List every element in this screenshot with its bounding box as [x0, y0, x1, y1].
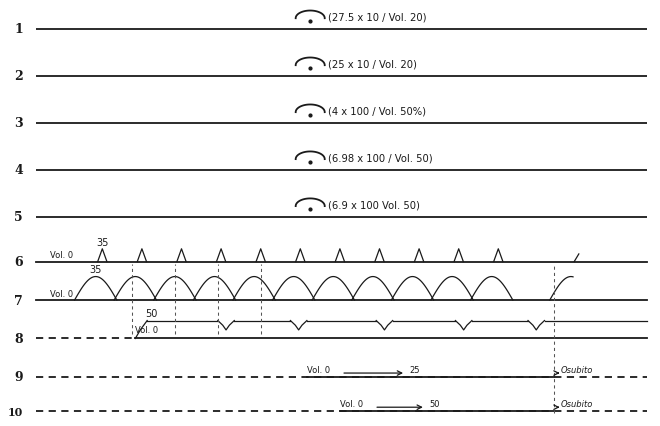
Text: 50: 50	[429, 399, 440, 408]
Text: 10: 10	[8, 406, 23, 417]
Text: 3: 3	[15, 117, 23, 130]
Text: (27.5 x 10 / Vol. 20): (27.5 x 10 / Vol. 20)	[328, 12, 426, 23]
Text: 6: 6	[15, 256, 23, 268]
Text: 2: 2	[15, 70, 23, 83]
Text: 25: 25	[409, 365, 420, 374]
Text: Osubito: Osubito	[561, 365, 593, 374]
Text: (4 x 100 / Vol. 50%): (4 x 100 / Vol. 50%)	[328, 106, 426, 116]
Text: 8: 8	[15, 332, 23, 345]
Text: Vol. 0: Vol. 0	[307, 365, 330, 374]
Text: (6.98 x 100 / Vol. 50): (6.98 x 100 / Vol. 50)	[328, 153, 433, 163]
Text: 9: 9	[15, 371, 23, 383]
Text: Vol. 0: Vol. 0	[50, 251, 73, 260]
Text: 5: 5	[15, 211, 23, 224]
Text: 50: 50	[146, 309, 158, 319]
Text: Vol. 0: Vol. 0	[340, 399, 363, 408]
Text: 7: 7	[15, 294, 23, 307]
Text: Vol. 0: Vol. 0	[50, 289, 73, 298]
Text: Osubito: Osubito	[561, 399, 593, 408]
Text: (6.9 x 100 Vol. 50): (6.9 x 100 Vol. 50)	[328, 200, 420, 210]
Text: (25 x 10 / Vol. 20): (25 x 10 / Vol. 20)	[328, 59, 417, 69]
Text: 35: 35	[90, 265, 102, 274]
Text: Vol. 0: Vol. 0	[135, 325, 158, 334]
Text: 1: 1	[15, 23, 23, 36]
Text: 35: 35	[96, 237, 108, 247]
Text: 4: 4	[15, 164, 23, 177]
